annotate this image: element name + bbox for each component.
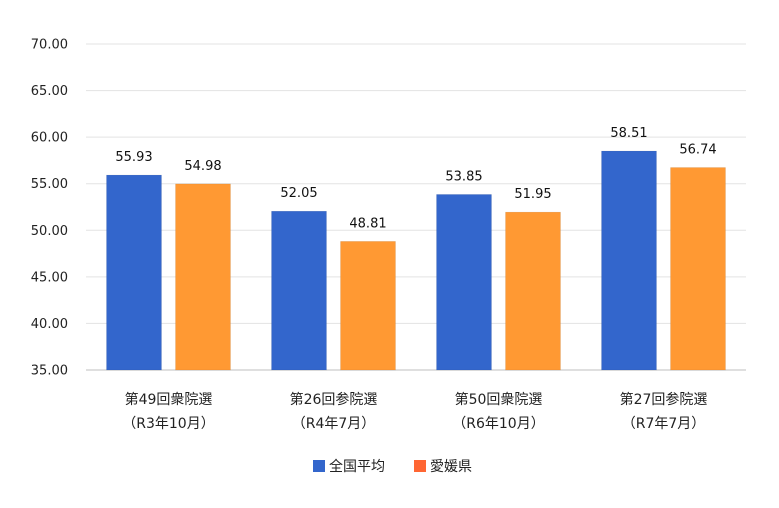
legend-swatch [313, 460, 325, 472]
y-tick-label: 65.00 [31, 84, 68, 99]
legend-label: 愛媛県 [430, 459, 472, 475]
legend-swatch [414, 460, 426, 472]
data-label: 52.05 [280, 186, 317, 201]
y-axis-ticks: 35.00 40.00 45.00 50.00 55.00 60.00 65.00 70.00 [31, 38, 68, 379]
category-label: （R4年7月） [292, 416, 376, 432]
category-label: （R6年10月） [452, 416, 544, 432]
bar-national-average-3 [436, 194, 492, 371]
bars [106, 150, 726, 371]
data-label: 54.98 [184, 159, 221, 174]
category-label: （R7年7月） [622, 416, 706, 432]
category-label: 第26回参院選 [290, 391, 378, 408]
x-axis-categories: 第49回衆院選 （R3年10月） 第26回参院選 （R4年7月） 第50回衆院選 （R6年… [122, 391, 707, 432]
bar-national-average-2 [271, 210, 327, 371]
category-label: 第27回参院選 [620, 391, 708, 408]
bar-ehime-4 [670, 167, 726, 371]
data-label: 51.95 [514, 187, 551, 202]
y-tick-label: 35.00 [31, 364, 68, 379]
y-tick-label: 70.00 [31, 38, 68, 53]
data-label: 58.51 [610, 126, 647, 141]
y-tick-label: 55.00 [31, 177, 68, 192]
y-tick-label: 45.00 [31, 270, 68, 285]
y-tick-label: 60.00 [31, 131, 68, 146]
y-tick-label: 40.00 [31, 317, 68, 332]
data-label: 56.74 [679, 143, 716, 158]
data-label: 48.81 [349, 216, 386, 231]
category-label: 第49回衆院選 [125, 391, 213, 408]
bar-ehime-3 [505, 211, 561, 371]
bar-national-average-1 [106, 174, 162, 371]
data-label: 53.85 [445, 169, 482, 184]
y-tick-label: 50.00 [31, 224, 68, 239]
bar-ehime-2 [340, 241, 396, 371]
category-label: 第50回衆院選 [455, 391, 543, 408]
data-label: 55.93 [115, 150, 152, 165]
bar-national-average-4 [601, 150, 657, 371]
legend: 全国平均 愛媛県 [313, 458, 472, 475]
data-labels: 55.93 54.98 52.05 48.81 53.85 51.95 58.51 56.74 [115, 126, 716, 231]
legend-label: 全国平均 [329, 458, 385, 475]
bar-ehime-1 [175, 183, 231, 371]
category-label: （R3年10月） [122, 416, 214, 432]
